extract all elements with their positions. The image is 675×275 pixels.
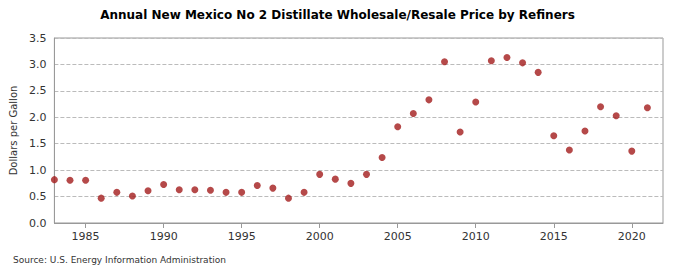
svg-text:1.5: 1.5 xyxy=(29,137,47,150)
svg-text:3.0: 3.0 xyxy=(29,58,47,71)
svg-text:1985: 1985 xyxy=(72,230,100,243)
svg-text:2005: 2005 xyxy=(384,230,412,243)
svg-text:3.5: 3.5 xyxy=(29,32,47,45)
svg-text:1.0: 1.0 xyxy=(29,164,47,177)
svg-text:2.5: 2.5 xyxy=(29,84,47,97)
svg-text:Annual New Mexico No 2 Distill: Annual New Mexico No 2 Distillate Wholes… xyxy=(100,8,575,22)
svg-text:Dollars per Gallon: Dollars per Gallon xyxy=(8,86,19,176)
svg-text:2.0: 2.0 xyxy=(29,111,47,124)
svg-text:Source: U.S. Energy Informatio: Source: U.S. Energy Information Administ… xyxy=(13,255,226,265)
svg-text:0.0: 0.0 xyxy=(29,217,47,230)
svg-text:2015: 2015 xyxy=(540,230,568,243)
svg-text:1990: 1990 xyxy=(150,230,178,243)
svg-text:1995: 1995 xyxy=(228,230,256,243)
svg-text:0.5: 0.5 xyxy=(29,190,47,203)
svg-text:2010: 2010 xyxy=(462,230,490,243)
svg-text:2000: 2000 xyxy=(306,230,334,243)
svg-text:2020: 2020 xyxy=(618,230,646,243)
